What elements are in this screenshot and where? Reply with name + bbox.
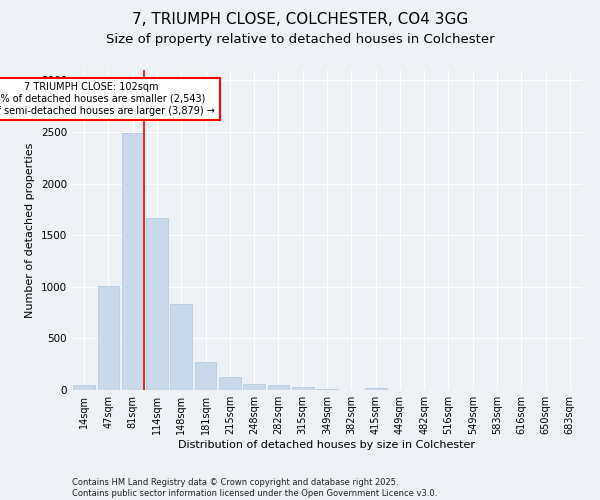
- Bar: [170, 304, 192, 390]
- Y-axis label: Number of detached properties: Number of detached properties: [25, 142, 35, 318]
- Text: 7 TRIUMPH CLOSE: 102sqm
← 39% of detached houses are smaller (2,543)
59% of semi: 7 TRIUMPH CLOSE: 102sqm ← 39% of detache…: [0, 82, 215, 116]
- Bar: [73, 385, 95, 390]
- Bar: [97, 286, 119, 390]
- Bar: [219, 376, 241, 390]
- Text: Contains HM Land Registry data © Crown copyright and database right 2025.
Contai: Contains HM Land Registry data © Crown c…: [72, 478, 437, 498]
- Bar: [146, 218, 168, 390]
- Bar: [194, 362, 217, 390]
- Bar: [292, 387, 314, 390]
- Bar: [365, 388, 386, 390]
- X-axis label: Distribution of detached houses by size in Colchester: Distribution of detached houses by size …: [179, 440, 476, 450]
- Bar: [122, 133, 143, 390]
- Text: 7, TRIUMPH CLOSE, COLCHESTER, CO4 3GG: 7, TRIUMPH CLOSE, COLCHESTER, CO4 3GG: [132, 12, 468, 28]
- Text: Size of property relative to detached houses in Colchester: Size of property relative to detached ho…: [106, 32, 494, 46]
- Bar: [243, 384, 265, 390]
- Bar: [268, 386, 289, 390]
